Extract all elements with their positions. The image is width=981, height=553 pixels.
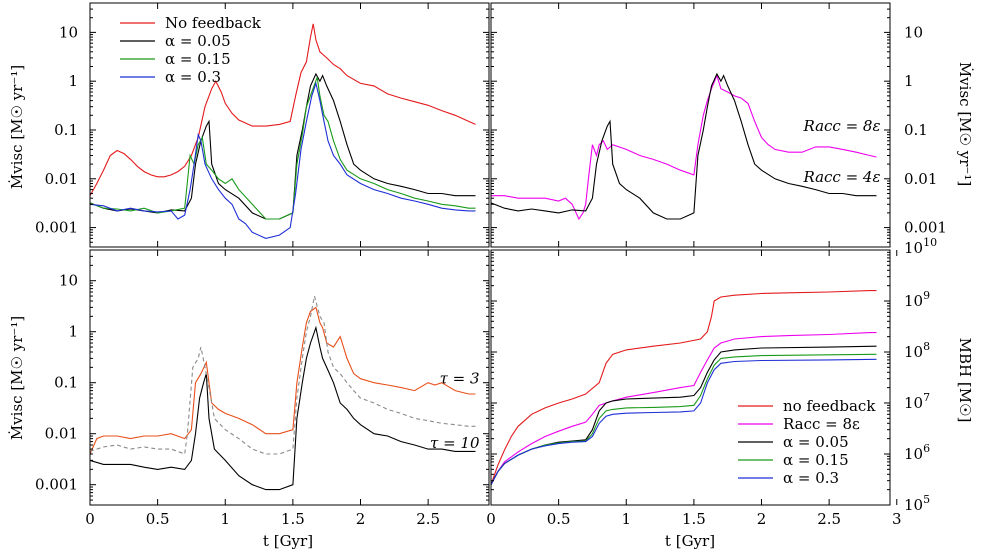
chart-panel-bottom-left: 0 0.5 1 1.5 2 2.5 0.001 0.01 0.1 1 10 τ = 3 τ = 10 xyxy=(35,249,490,528)
series-line-no-feedback xyxy=(90,23,476,196)
y-tick-label: 109 xyxy=(904,289,930,310)
y-tick-label: 0.01 xyxy=(904,170,937,188)
y-tick-label: 0.1 xyxy=(904,121,928,139)
plot-frame xyxy=(490,249,891,506)
series-line-10 xyxy=(90,325,476,491)
x-tick-label: 1 xyxy=(621,510,631,528)
y-tick-label: 0.01 xyxy=(45,425,78,443)
series-line-0-3 xyxy=(491,358,877,485)
x-axis-label-right: t [Gyr] xyxy=(665,532,715,550)
y-tick-label: 1 xyxy=(904,72,914,90)
plot-frame xyxy=(89,249,490,506)
legend-label: α = 0.05 xyxy=(783,433,849,451)
x-tick-label: 2.5 xyxy=(817,510,841,528)
x-tick-label: 0 xyxy=(85,510,95,528)
x-tick-label: 3 xyxy=(892,510,902,528)
y-tick-label: 0.001 xyxy=(904,219,947,237)
x-tick-label: 1.5 xyxy=(281,510,305,528)
series-line-no-feedback xyxy=(491,290,877,485)
y-tick-label: 107 xyxy=(904,391,930,412)
y-axis-label-bottom-right: MBH [M☉] xyxy=(956,338,974,423)
y-tick-label: 10 xyxy=(59,272,78,290)
series-line-racc-8 xyxy=(491,73,877,221)
y-axis-label-bottom-left: Ṁvisc [M☉ yr⁻¹] xyxy=(8,316,26,440)
series-line-racc-8 xyxy=(491,332,877,485)
y-tick-label: 10 xyxy=(904,23,923,41)
x-tick-label: 2 xyxy=(757,510,767,528)
y-tick-label: 0.01 xyxy=(45,170,78,188)
series-annotation: Racc = 8ε xyxy=(802,117,880,135)
legend-label: α = 0.15 xyxy=(165,50,231,68)
legend-label: Racc = 8ε xyxy=(783,415,860,433)
series-line-0-05 xyxy=(90,72,476,220)
y-tick-label: 105 xyxy=(904,493,930,514)
legend-label: α = 0.3 xyxy=(165,68,221,86)
series-line-racc-4 xyxy=(491,72,877,220)
x-tick-label: 2.5 xyxy=(416,510,440,528)
y-tick-label: 108 xyxy=(904,340,930,361)
y-tick-label: 106 xyxy=(904,442,930,463)
plot-frame xyxy=(490,2,891,248)
y-tick-label: 1 xyxy=(68,323,78,341)
x-tick-label: 0 xyxy=(486,510,496,528)
legend-label: No feedback xyxy=(165,14,262,32)
chart-panel-top-right: 0.001 0.01 0.1 1 10 Racc = 8ε Racc = 4ε xyxy=(490,2,947,248)
y-tick-label: 10 xyxy=(59,23,78,41)
series-annotation: Racc = 4ε xyxy=(802,168,880,186)
series-line-unlabeled-2 xyxy=(90,295,476,455)
y-axis-label-top-right: Ṁvisc [M☉ yr⁻¹] xyxy=(956,62,974,186)
plot-frame xyxy=(89,2,490,248)
series-annotation: τ = 3 xyxy=(440,370,480,388)
legend-label: α = 0.15 xyxy=(783,451,849,469)
y-tick-label: 0.001 xyxy=(35,219,78,237)
x-tick-label: 1.5 xyxy=(682,510,706,528)
y-tick-label: 0.1 xyxy=(54,121,78,139)
legend-label: α = 0.05 xyxy=(165,32,231,50)
series-line-3 xyxy=(90,306,476,455)
legend-label: α = 0.3 xyxy=(783,469,839,487)
y-tick-label: 1 xyxy=(68,72,78,90)
x-tick-label: 1 xyxy=(220,510,230,528)
y-tick-label: 0.001 xyxy=(35,476,78,494)
x-tick-label: 0.5 xyxy=(146,510,170,528)
x-tick-label: 0.5 xyxy=(547,510,571,528)
y-axis-label-top-left: Ṁvisc [M☉ yr⁻¹] xyxy=(8,65,26,189)
y-tick-label: 1010 xyxy=(904,236,937,257)
series-annotation: τ = 10 xyxy=(430,434,480,452)
x-axis-label-left: t [Gyr] xyxy=(263,532,313,550)
x-tick-label: 2 xyxy=(356,510,366,528)
series-line-0-15 xyxy=(90,77,476,220)
y-tick-label: 0.1 xyxy=(54,374,78,392)
series-line-0-3 xyxy=(90,81,476,239)
legend-label: no feedback xyxy=(783,397,876,415)
